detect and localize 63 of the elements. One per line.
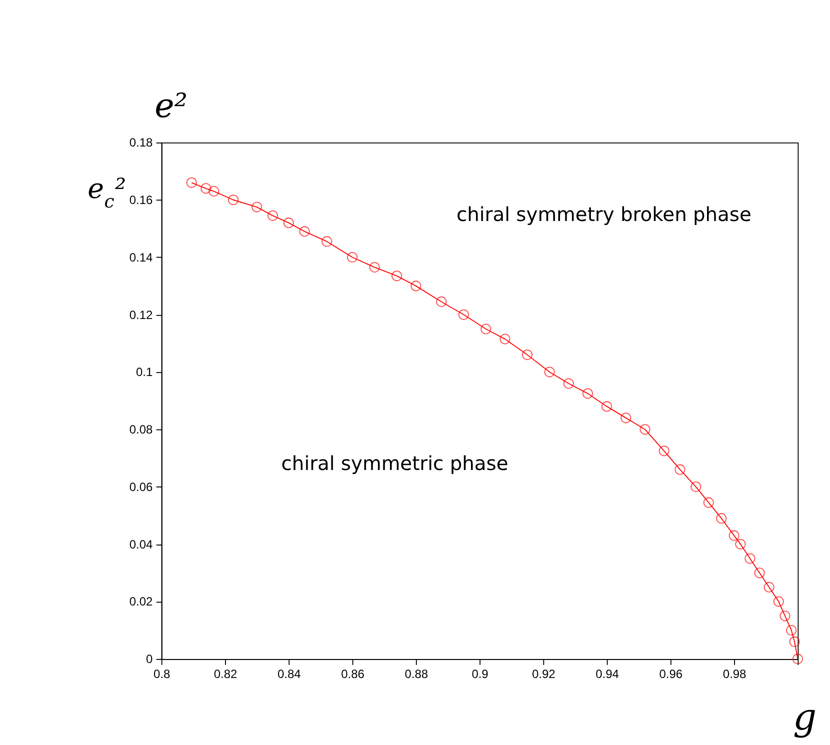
point (690, 482, 702, 492)
point (728, 530, 740, 541)
y-tick-label: 0 (146, 652, 153, 666)
x-tick-label: 0.8 (154, 666, 171, 681)
point (640, 424, 650, 435)
point (500, 334, 510, 344)
y-tick-label: 0.08 (129, 422, 153, 437)
point (780, 610, 790, 622)
x-tick-label: 0.98 (722, 666, 747, 681)
x-tick-label: 0.86 (341, 666, 365, 681)
annotation: chiral symmetric phase (281, 452, 508, 475)
point (436, 296, 447, 308)
point (283, 218, 294, 228)
y-tick-label: 0.18 (129, 136, 153, 150)
point (658, 446, 670, 456)
x-tick-label: 0.82 (214, 666, 238, 681)
point (252, 202, 262, 212)
point (480, 324, 492, 334)
x-tick-label: 0.92 (532, 666, 556, 681)
point (754, 568, 765, 578)
x-tick-label: 0.84 (277, 666, 302, 681)
point (563, 378, 574, 389)
y-tick-label: 0.1 (136, 365, 153, 380)
point (346, 252, 358, 263)
y-tick-label: 0.06 (129, 480, 153, 494)
y-tick-label: 0.16 (129, 193, 153, 208)
point (267, 210, 278, 221)
x-tick-label: 0.9 (472, 666, 489, 681)
point (322, 236, 332, 247)
point (392, 270, 402, 282)
point (764, 582, 774, 592)
point (458, 309, 469, 320)
x-tick-label: 0.96 (659, 666, 683, 681)
point (228, 194, 239, 206)
point (789, 636, 800, 648)
y-axis-title: e² (154, 86, 188, 126)
point (582, 388, 594, 399)
point (703, 497, 714, 508)
point (716, 513, 727, 524)
point (792, 654, 804, 664)
point (410, 280, 422, 292)
point (674, 464, 686, 475)
point (773, 596, 784, 607)
y-tick-label: 0.02 (129, 594, 153, 609)
point (369, 262, 380, 273)
point (744, 553, 756, 564)
annotation: chiral symmetry broken phase (456, 202, 752, 226)
point (735, 538, 746, 550)
point (786, 624, 797, 636)
point (544, 366, 555, 378)
point (620, 412, 632, 424)
point (299, 226, 310, 237)
point (186, 177, 197, 188)
y-tick-label: 0.14 (129, 250, 153, 264)
point (602, 401, 612, 412)
point (200, 183, 212, 194)
point (208, 186, 220, 197)
x-tick-label: 0.88 (404, 666, 428, 681)
x-axis-title: g (793, 695, 817, 738)
y-tick-label: 0.04 (129, 537, 153, 552)
x-tick-label: 0.94 (596, 666, 620, 681)
y-tick-label: 0.12 (129, 308, 153, 322)
point (522, 350, 533, 360)
